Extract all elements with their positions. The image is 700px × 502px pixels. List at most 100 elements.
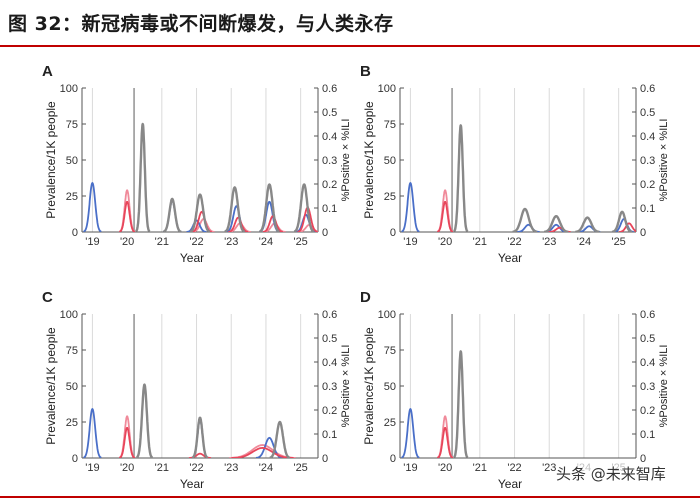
y2-tick-label: 0 bbox=[640, 227, 646, 239]
y-tick-label: 50 bbox=[66, 381, 78, 393]
y2-tick-label: 0.5 bbox=[322, 107, 337, 119]
x-tick-label: '25 bbox=[293, 236, 307, 248]
y-tick-label: 0 bbox=[390, 227, 396, 239]
y-axis-label: Prevalence/1K people bbox=[362, 101, 376, 219]
panel-a: A 0 25 50 75 100 0 0.1 0.2 0.3 0.4 0.5 0.6 '19 '20 '21 '… bbox=[42, 63, 352, 265]
y2-tick-label: 0.5 bbox=[322, 333, 337, 345]
panel-letter: C bbox=[42, 289, 53, 306]
panel-b: B 0 25 50 75 100 0 0.1 0.2 0.3 0.4 0.5 0.6 '19 '20 '21 '… bbox=[360, 63, 670, 265]
y2-tick-label: 0.2 bbox=[322, 405, 337, 417]
x-tick-label: '21 bbox=[155, 462, 169, 474]
peak-gray bbox=[223, 186, 246, 232]
y-tick-label: 25 bbox=[384, 417, 396, 429]
x-tick-label: '20 bbox=[120, 236, 134, 248]
peak-gray bbox=[189, 193, 211, 232]
peak-blue bbox=[82, 182, 102, 232]
y-tick-label: 75 bbox=[384, 119, 396, 131]
y-tick-label: 100 bbox=[378, 309, 396, 321]
x-tick-label: '21 bbox=[473, 462, 487, 474]
peak-gray bbox=[135, 383, 154, 458]
peak-gray bbox=[162, 197, 183, 232]
y2-tick-label: 0.6 bbox=[640, 309, 655, 321]
peak-gray bbox=[543, 214, 570, 232]
peak-pink bbox=[436, 189, 454, 232]
y2-tick-label: 0.1 bbox=[322, 203, 337, 215]
peak-red bbox=[436, 200, 454, 232]
x-tick-label: '19 bbox=[85, 236, 99, 248]
peak-blue bbox=[400, 182, 420, 232]
peak-red bbox=[231, 446, 294, 458]
y2-tick-label: 0.3 bbox=[322, 155, 337, 167]
y2-tick-label: 0 bbox=[322, 227, 328, 239]
y2-tick-label: 0.1 bbox=[640, 429, 655, 441]
y-tick-label: 25 bbox=[384, 191, 396, 203]
peak-red bbox=[118, 426, 136, 458]
x-tick-label: '25 bbox=[293, 462, 307, 474]
peak-gray bbox=[453, 124, 469, 232]
y-tick-label: 0 bbox=[72, 227, 78, 239]
y-tick-label: 75 bbox=[384, 345, 396, 357]
x-axis-label: Year bbox=[498, 251, 522, 265]
y2-tick-label: 0.4 bbox=[322, 131, 337, 143]
x-tick-label: '20 bbox=[438, 462, 452, 474]
peak-gray bbox=[293, 183, 315, 232]
y2-tick-label: 0.1 bbox=[322, 429, 337, 441]
x-tick-label: '23 bbox=[224, 236, 238, 248]
y2-tick-label: 0.2 bbox=[322, 179, 337, 191]
peak-gray bbox=[258, 183, 281, 232]
x-tick-label: '19 bbox=[403, 462, 417, 474]
y-tick-label: 50 bbox=[66, 155, 78, 167]
title-divider bbox=[0, 45, 700, 47]
x-tick-label: '25 bbox=[611, 236, 625, 248]
peak-blue bbox=[400, 408, 420, 458]
x-tick-label: '23 bbox=[542, 236, 556, 248]
peak-gray bbox=[135, 122, 151, 232]
x-tick-label: '21 bbox=[473, 236, 487, 248]
peak-red bbox=[118, 200, 136, 232]
y-tick-label: 0 bbox=[390, 453, 396, 465]
y2-tick-label: 0.3 bbox=[640, 155, 655, 167]
y-tick-label: 50 bbox=[384, 381, 396, 393]
y2-tick-label: 0.5 bbox=[640, 333, 655, 345]
y2-tick-label: 0.4 bbox=[322, 357, 337, 369]
x-tick-label: '24 bbox=[259, 462, 273, 474]
x-tick-label: '24 bbox=[577, 236, 591, 248]
y-axis-label: Prevalence/1K people bbox=[44, 327, 58, 445]
x-tick-label: '19 bbox=[403, 236, 417, 248]
y2-tick-label: 0.2 bbox=[640, 179, 655, 191]
x-axis-label: Year bbox=[180, 251, 204, 265]
peak-gray bbox=[191, 416, 209, 458]
y-tick-label: 0 bbox=[72, 453, 78, 465]
x-tick-label: '22 bbox=[507, 236, 521, 248]
y2-tick-label: 0.6 bbox=[322, 83, 337, 95]
peak-pink bbox=[118, 189, 136, 232]
y2-tick-label: 0 bbox=[640, 453, 646, 465]
peak-gray bbox=[269, 420, 291, 458]
y2-tick-label: 0.6 bbox=[640, 83, 655, 95]
peak-gray bbox=[574, 216, 601, 232]
y2-axis-label: %Positive × %ILI bbox=[658, 119, 670, 202]
panel-d: D 0 25 50 75 100 0 0.1 0.2 0.3 0.4 0.5 0.6 '19 '20 '21 '… bbox=[360, 289, 670, 491]
x-tick-label: '19 bbox=[85, 462, 99, 474]
figure-title: 图 32：新冠病毒或不间断爆发，与人类永存 bbox=[8, 13, 394, 35]
peak-pink bbox=[436, 415, 454, 458]
y2-tick-label: 0.3 bbox=[322, 381, 337, 393]
y2-tick-label: 0 bbox=[322, 453, 328, 465]
peak-pink bbox=[118, 415, 136, 458]
y-tick-label: 50 bbox=[384, 155, 396, 167]
x-tick-label: '24 bbox=[259, 236, 273, 248]
x-tick-label: '22 bbox=[189, 236, 203, 248]
x-tick-label: '20 bbox=[438, 236, 452, 248]
panel-c: C 0 25 50 75 100 0 0.1 0.2 0.3 0.4 0.5 0.6 '19 '20 '21 '… bbox=[42, 289, 352, 491]
y-tick-label: 100 bbox=[378, 83, 396, 95]
peak-gray bbox=[611, 210, 633, 232]
panel-letter: D bbox=[360, 289, 371, 306]
y-tick-label: 100 bbox=[60, 309, 78, 321]
x-tick-label: '23 bbox=[224, 462, 238, 474]
y2-tick-label: 0.6 bbox=[322, 309, 337, 321]
watermark: 头条 @未来智库 bbox=[556, 463, 666, 484]
y2-axis-label: %Positive × %ILI bbox=[340, 119, 352, 202]
x-tick-label: '22 bbox=[189, 462, 203, 474]
peak-blue bbox=[82, 408, 102, 458]
